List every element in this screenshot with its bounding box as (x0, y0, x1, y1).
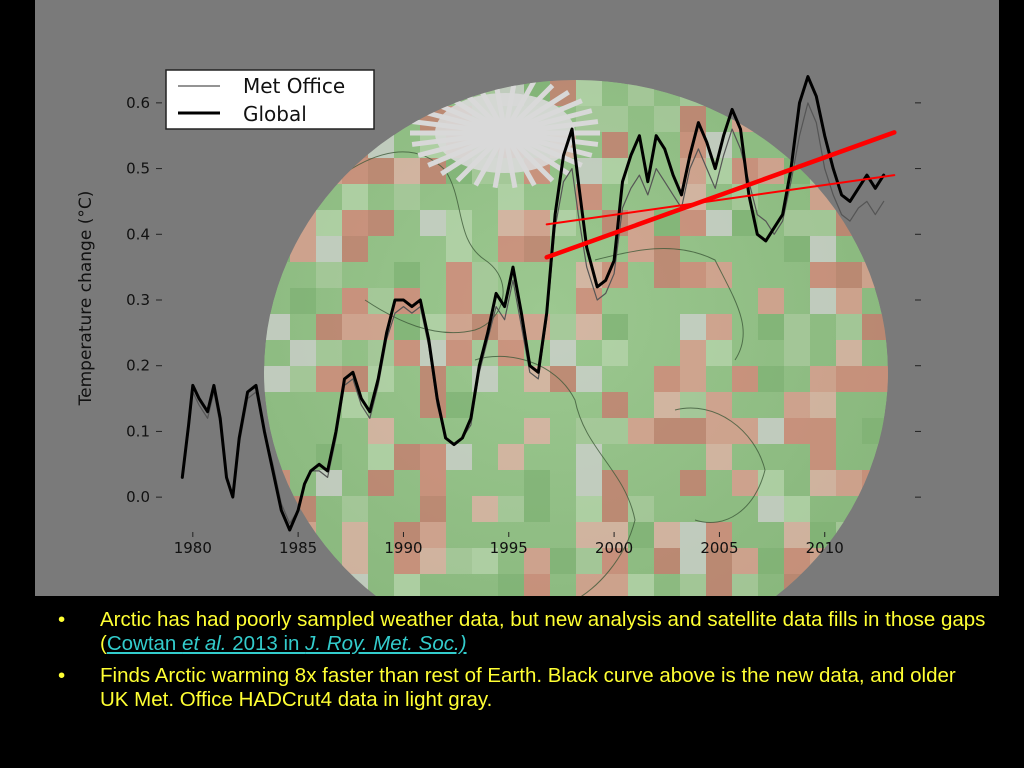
y-tick-label: 0.4 (126, 225, 150, 243)
citation-year: 2013 in (226, 632, 306, 655)
x-tick-label: 2005 (700, 539, 738, 557)
x-tick-label: 1995 (490, 539, 528, 557)
y-tick-label: 0.2 (126, 357, 150, 375)
citation-author: Cowtan (106, 632, 183, 655)
x-tick-label: 2010 (806, 539, 844, 557)
chart-axes: 0.0 0.1 0.2 0.3 0.4 0.5 0.6 1980 1985 1990 1995 200… (126, 94, 921, 557)
y-axis-label: Temperature change (°C) (76, 191, 96, 407)
y-tick-label: 0.3 (126, 291, 150, 309)
bullet-marker: • (58, 608, 66, 631)
legend-label-global: Global (243, 102, 307, 126)
legend-label-met-office: Met Office (243, 74, 345, 98)
x-tick-label: 1980 (174, 539, 212, 557)
y-tick-label: 0.5 (126, 160, 150, 178)
trend-line-met-office (545, 174, 896, 226)
bullet-text: Arctic has had poorly sampled weather da… (100, 608, 986, 655)
bullet-marker: • (58, 664, 66, 687)
y-tick-label: 0.6 (126, 94, 150, 112)
x-tick-label: 2000 (595, 539, 633, 557)
x-tick-label: 1985 (279, 539, 317, 557)
bullet-list: • Arctic has had poorly sampled weather … (58, 608, 988, 720)
trend-line-global (544, 130, 897, 260)
chart-series-group (180, 75, 897, 532)
temperature-chart-image: 0.0 0.1 0.2 0.3 0.4 0.5 0.6 1980 1985 1990 1995 200… (35, 0, 999, 596)
y-tick-label: 0.0 (126, 488, 150, 506)
bullet-text: Finds Arctic warming 8x faster than rest… (100, 664, 956, 711)
series-line-global (180, 75, 886, 532)
citation-link[interactable]: Cowtan et al. 2013 in J. Roy. Met. Soc.) (107, 632, 467, 655)
bullet-item: • Finds Arctic warming 8x faster than re… (58, 664, 988, 712)
y-tick-label: 0.1 (126, 422, 150, 440)
citation-journal: J. Roy. Met. Soc.) (305, 632, 467, 655)
x-tick-label: 1990 (384, 539, 422, 557)
legend-box (165, 69, 375, 130)
citation-etal: et al. (182, 632, 227, 655)
series-line-met-office (181, 102, 885, 525)
chart-legend: Met Office Global (165, 69, 375, 130)
bullet-item: • Arctic has had poorly sampled weather … (58, 608, 988, 656)
